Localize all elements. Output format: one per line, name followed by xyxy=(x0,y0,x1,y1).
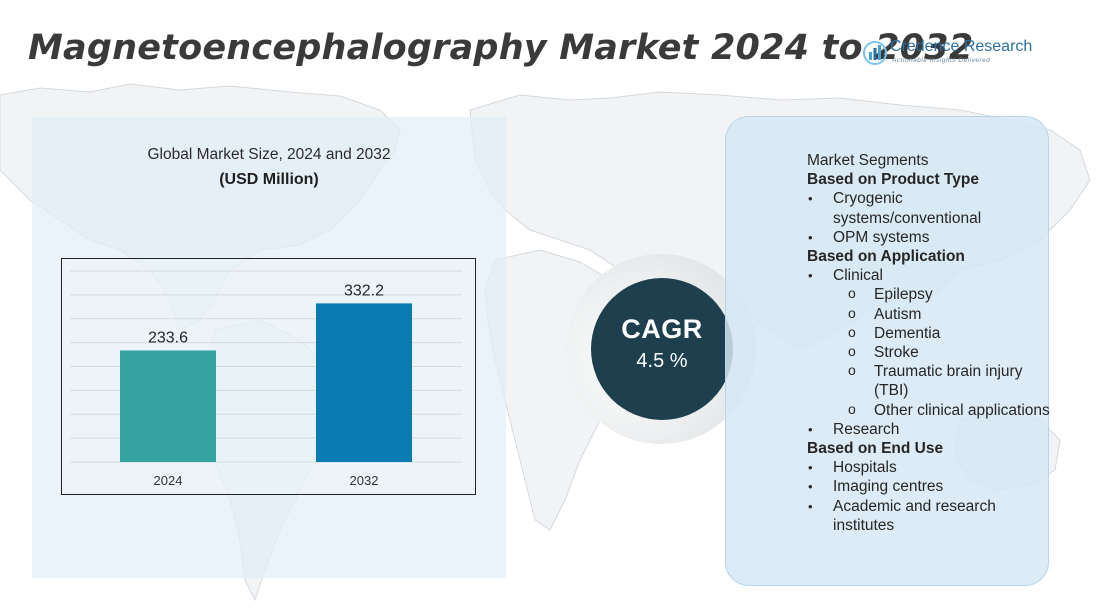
segment-group-title: Based on Product Type xyxy=(807,171,979,189)
market-size-panel xyxy=(32,117,506,578)
segment-item: Research xyxy=(807,420,1052,439)
segment-item: Clinical xyxy=(807,266,1052,285)
segment-group-title: Based on Application xyxy=(807,248,965,266)
segment-subitem: Autism xyxy=(807,304,1052,324)
segment-item: Cryogenic systems/conventional xyxy=(807,189,1052,227)
cagr-badge: CAGR 4.5 % xyxy=(591,278,733,420)
segment-item: Academic and research institutes xyxy=(807,497,1052,535)
segment-subitem: Epilepsy xyxy=(807,284,1052,304)
segment-subitem: Dementia xyxy=(807,323,1052,343)
company-logo: Credence Research Actionable Insights De… xyxy=(862,38,1052,68)
chart-subtitle: (USD Million) xyxy=(219,171,319,188)
segment-item: Imaging centres xyxy=(807,477,1052,496)
bar-chart-svg: 233.6 2024 332.2 2032 xyxy=(70,270,462,488)
bar-chart: 233.6 2024 332.2 2032 xyxy=(61,258,476,495)
x-tick-label-2032: 2032 xyxy=(350,473,379,488)
logo-name: Credence Research xyxy=(890,38,1033,55)
bar-2024 xyxy=(120,350,216,462)
market-segments-list: Market Segments Based on Product TypeCry… xyxy=(807,151,1052,535)
segments-heading: Market Segments xyxy=(807,152,929,169)
bar-value-label-2024: 233.6 xyxy=(148,329,188,346)
logo-bars-icon xyxy=(863,41,887,65)
segment-subitem: Traumatic brain injury (TBI) xyxy=(807,361,1052,400)
segment-subitem: Stroke xyxy=(807,342,1052,362)
segment-group-title: Based on End Use xyxy=(807,440,944,458)
bar-value-label-2032: 332.2 xyxy=(344,282,384,299)
cagr-value: 4.5 % xyxy=(636,350,688,372)
segment-subitem: Other clinical applications xyxy=(807,400,1052,420)
page-title: Magnetoencephalography Market 2024 to 20… xyxy=(28,28,974,68)
segment-item: Hospitals xyxy=(807,458,1052,477)
cagr-label: CAGR xyxy=(621,314,703,344)
segment-item: OPM systems xyxy=(807,228,1052,247)
chart-title: Global Market Size, 2024 and 2032 xyxy=(147,146,391,163)
x-tick-label-2024: 2024 xyxy=(154,473,183,488)
logo-tagline: Actionable Insights Delivered xyxy=(892,57,991,64)
bar-2032 xyxy=(316,303,412,462)
